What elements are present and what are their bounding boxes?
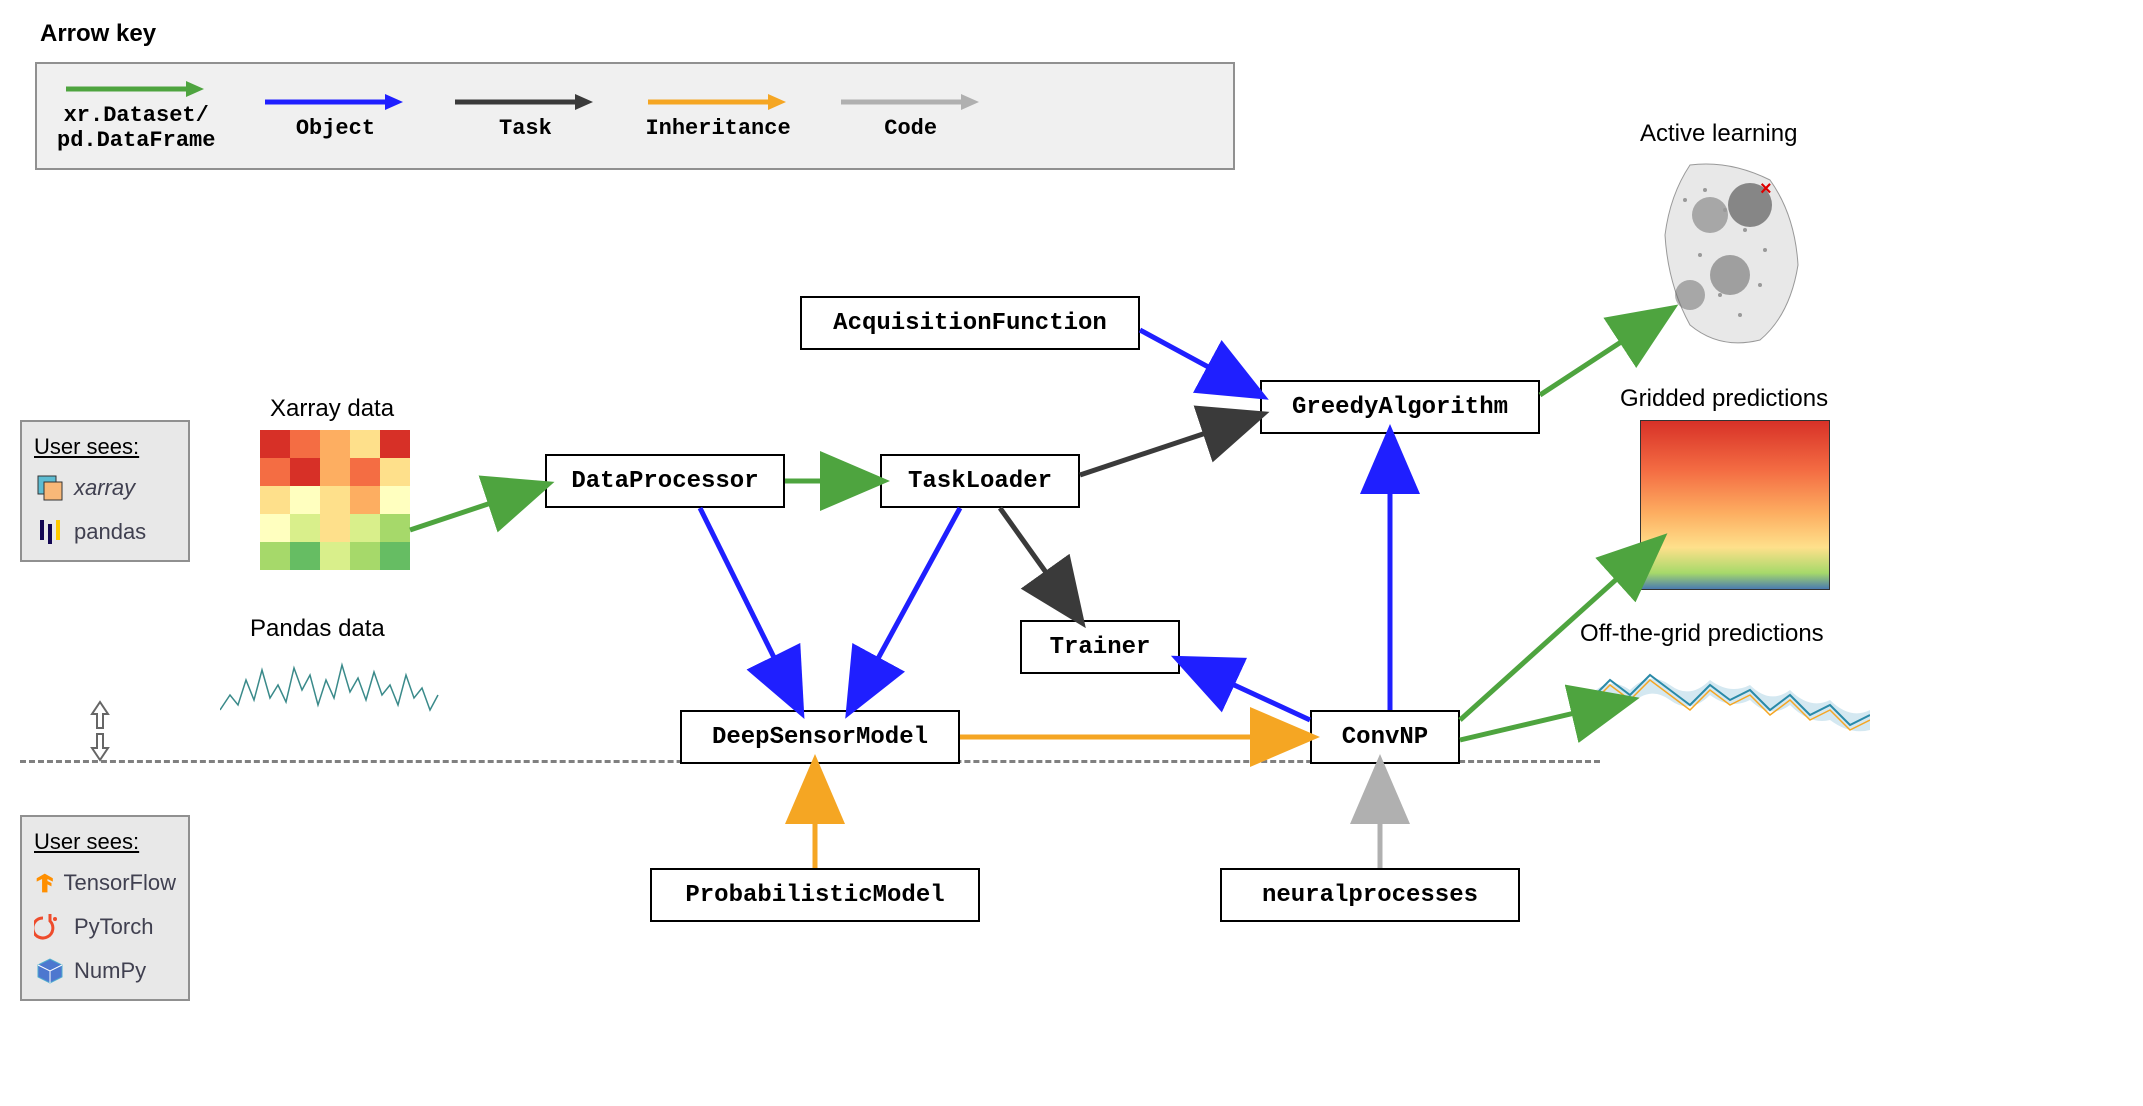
node-neuralprocesses: neuralprocesses xyxy=(1220,868,1520,922)
offgrid-thumb xyxy=(1590,655,1870,745)
lib-pandas-label: pandas xyxy=(74,519,146,545)
lib-tensorflow: TensorFlow xyxy=(34,867,176,899)
legend-arrow-icon xyxy=(648,92,788,112)
up-arrow-icon xyxy=(90,700,110,730)
node-ProbabilisticModel: ProbabilisticModel xyxy=(650,868,980,922)
active-learning-thumb: × xyxy=(1650,155,1810,355)
pandas-icon xyxy=(34,516,66,548)
svg-text:×: × xyxy=(1760,178,1772,200)
legend-title: Arrow key xyxy=(40,20,156,48)
node-ConvNP: ConvNP xyxy=(1310,710,1460,764)
legend-item-label: Inheritance xyxy=(645,116,790,141)
legend-arrow-icon xyxy=(841,92,981,112)
node-AcquisitionFunction: AcquisitionFunction xyxy=(800,296,1140,350)
active-learning-label: Active learning xyxy=(1640,120,1797,148)
legend-item-1: Object xyxy=(265,92,405,141)
legend-arrow-icon xyxy=(455,92,595,112)
node-DataProcessor: DataProcessor xyxy=(545,454,785,508)
pytorch-icon xyxy=(34,911,66,943)
node-GreedyAlgorithm: GreedyAlgorithm xyxy=(1260,380,1540,434)
xarray-thumb xyxy=(260,430,410,570)
down-arrow-icon xyxy=(90,732,110,762)
legend-arrow-icon xyxy=(265,92,405,112)
legend-item-2: Task xyxy=(455,92,595,141)
node-TaskLoader: TaskLoader xyxy=(880,454,1080,508)
gridded-label: Gridded predictions xyxy=(1620,385,1828,413)
lib-xarray: xarray xyxy=(34,472,176,504)
legend-item-4: Code xyxy=(841,92,981,141)
xarray-icon xyxy=(34,472,66,504)
legend-item-label: Task xyxy=(499,116,552,141)
lib-xarray-label: xarray xyxy=(74,475,135,501)
xarray-data-label: Xarray data xyxy=(270,395,394,423)
lib-numpy-label: NumPy xyxy=(74,958,146,984)
lib-pandas: pandas xyxy=(34,516,176,548)
legend-item-label: Code xyxy=(884,116,937,141)
pandas-thumb xyxy=(220,650,440,730)
user-sees-top: User sees: xarray pandas xyxy=(20,420,190,562)
lib-pytorch-label: PyTorch xyxy=(74,914,153,940)
offgrid-label: Off-the-grid predictions xyxy=(1580,620,1824,648)
legend-item-0: xr.Dataset/ pd.DataFrame xyxy=(57,79,215,153)
legend-item-label: Object xyxy=(296,116,375,141)
tensorflow-icon xyxy=(34,867,56,899)
user-sees-bottom-title: User sees: xyxy=(34,829,176,855)
legend-item-label: xr.Dataset/ pd.DataFrame xyxy=(57,103,215,153)
gridded-thumb xyxy=(1640,420,1830,590)
node-DeepSensorModel: DeepSensorModel xyxy=(680,710,960,764)
lib-numpy: NumPy xyxy=(34,955,176,987)
lib-pytorch: PyTorch xyxy=(34,911,176,943)
numpy-icon xyxy=(34,955,66,987)
lib-tensorflow-label: TensorFlow xyxy=(64,870,176,896)
user-sees-bottom: User sees: TensorFlow PyTorch NumPy xyxy=(20,815,190,1001)
legend-box: xr.Dataset/ pd.DataFrame Object Task Inheri… xyxy=(35,62,1235,170)
legend-arrow-icon xyxy=(66,79,206,99)
updown-arrows xyxy=(90,700,110,762)
user-sees-top-title: User sees: xyxy=(34,434,176,460)
node-Trainer: Trainer xyxy=(1020,620,1180,674)
pandas-data-label: Pandas data xyxy=(250,615,385,643)
legend-item-3: Inheritance xyxy=(645,92,790,141)
